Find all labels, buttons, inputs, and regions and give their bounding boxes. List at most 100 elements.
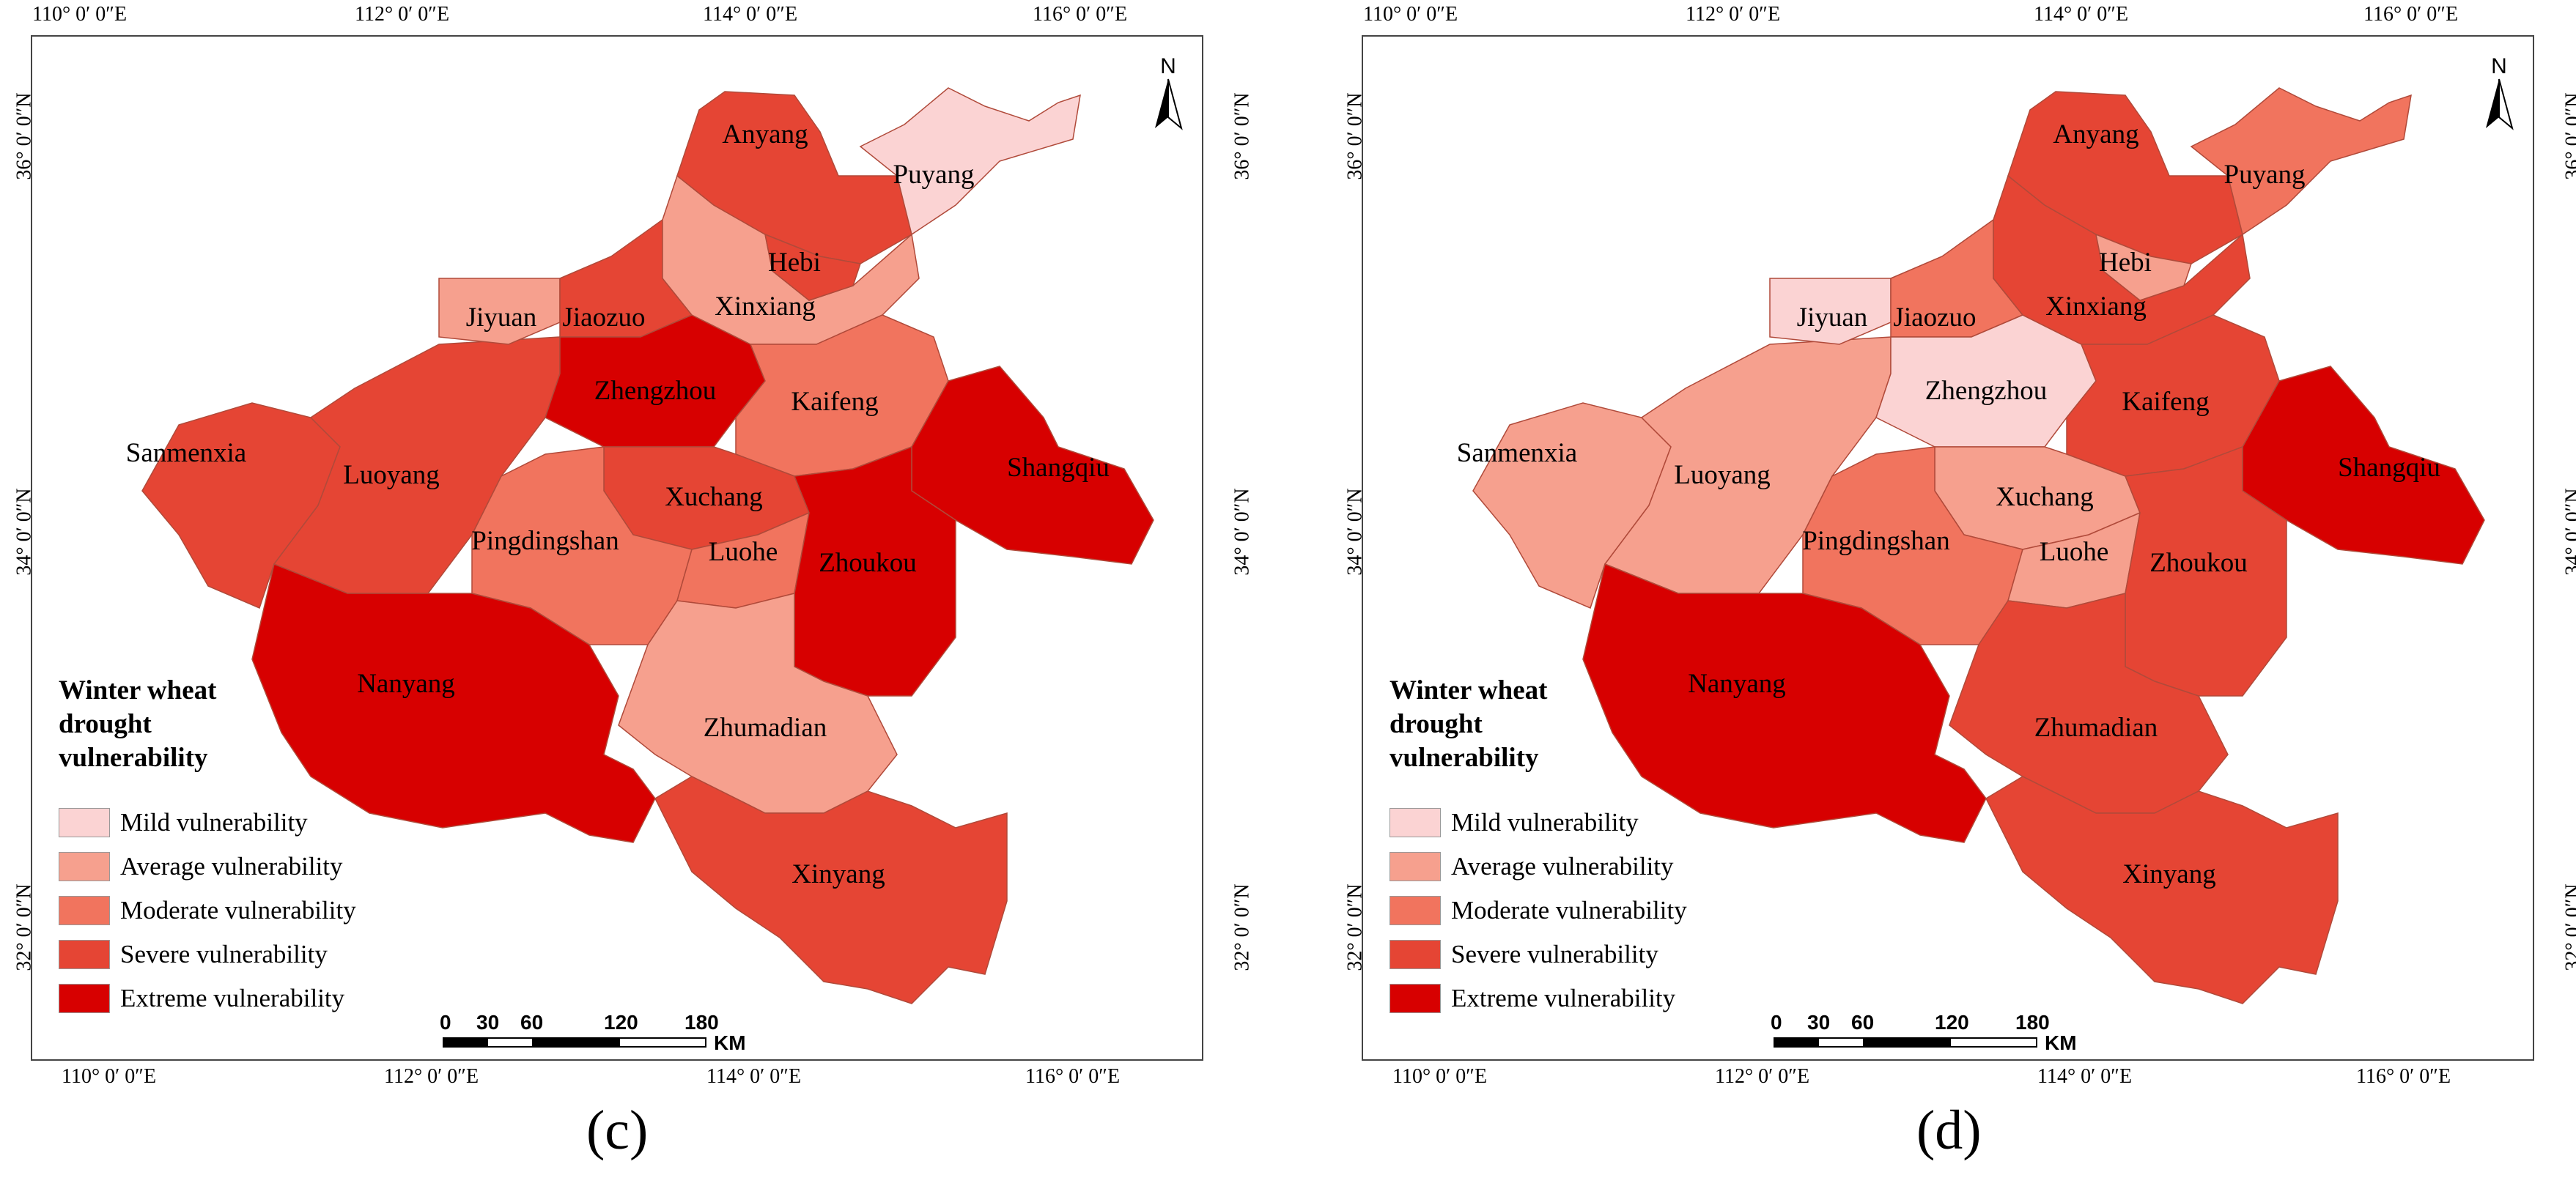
top-lon-label-116: 116° 0′ 0″E bbox=[2363, 3, 2459, 26]
legend-label-moderate: Moderate vulnerability bbox=[120, 896, 356, 924]
region-label-pingdingshan: Pingdingshan bbox=[1802, 526, 1949, 556]
legend-item-moderate: Moderate vulnerability bbox=[1390, 894, 1687, 927]
top-lon-label-112: 112° 0′ 0″E bbox=[355, 3, 450, 26]
top-lon-label-110: 110° 0′ 0″E bbox=[1363, 3, 1458, 26]
legend-item-average: Average vulnerability bbox=[59, 850, 343, 883]
region-xinyang bbox=[654, 776, 1008, 1004]
legend-item-severe: Severe vulnerability bbox=[1390, 938, 1658, 971]
bottom-lon-label-112: 112° 0′ 0″E bbox=[384, 1065, 479, 1088]
region-label-sanmenxia: Sanmenxia bbox=[1457, 438, 1577, 468]
region-label-xinyang: Xinyang bbox=[791, 859, 885, 889]
legend-swatch-severe bbox=[59, 940, 110, 969]
top-lon-label-116: 116° 0′ 0″E bbox=[1033, 3, 1128, 26]
region-label-zhumadian: Zhumadian bbox=[704, 713, 827, 743]
legend-title-line-2: drought bbox=[59, 709, 152, 739]
region-label-kaifeng: Kaifeng bbox=[2122, 387, 2209, 417]
legend-swatch-average bbox=[59, 852, 110, 881]
north-arrow-label: N bbox=[2491, 54, 2507, 78]
region-label-xinyang: Xinyang bbox=[2122, 859, 2215, 889]
scale-track bbox=[443, 1037, 706, 1048]
right-lat-label-36: 36° 0′ 0″N bbox=[2561, 92, 2576, 180]
region-label-jiyuan: Jiyuan bbox=[466, 303, 537, 333]
region-label-puyang: Puyang bbox=[893, 160, 975, 190]
region-label-pingdingshan: Pingdingshan bbox=[471, 526, 619, 556]
legend-item-extreme: Extreme vulnerability bbox=[1390, 982, 1675, 1015]
region-label-jiyuan: Jiyuan bbox=[1797, 303, 1868, 333]
region-label-xinxiang: Xinxiang bbox=[2045, 292, 2147, 322]
scale-tick-30: 30 bbox=[1807, 1011, 1831, 1034]
scale-tick-60: 60 bbox=[1851, 1011, 1875, 1034]
top-lon-label-114: 114° 0′ 0″E bbox=[703, 3, 798, 26]
map-panel-d: 110° 0′ 0″E 112° 0′ 0″E 114° 0′ 0″E 116°… bbox=[1344, 3, 2576, 1088]
legend-title-line-1: Winter wheat bbox=[1390, 675, 1548, 705]
region-label-anyang: Anyang bbox=[722, 119, 808, 149]
legend-swatch-extreme bbox=[59, 984, 110, 1013]
legend-title: Winter wheat drought vulnerability bbox=[1390, 674, 1624, 775]
region-label-luohe: Luohe bbox=[709, 537, 778, 567]
scale-tick-30: 30 bbox=[476, 1011, 500, 1034]
region-label-zhengzhou: Zhengzhou bbox=[1925, 376, 2047, 406]
scale-unit: KM bbox=[714, 1031, 746, 1054]
scale-tick-0: 0 bbox=[440, 1011, 451, 1034]
region-label-zhumadian: Zhumadian bbox=[2034, 713, 2158, 743]
region-label-shangqiu: Shangqiu bbox=[1007, 453, 1110, 483]
scale-tick-180: 180 bbox=[684, 1011, 719, 1034]
legend-label-severe: Severe vulnerability bbox=[120, 940, 328, 968]
region-label-nanyang: Nanyang bbox=[357, 669, 455, 699]
right-lat-label-36: 36° 0′ 0″N bbox=[1230, 92, 1254, 180]
region-label-luoyang: Luoyang bbox=[343, 460, 440, 490]
henan-choropleth: Sanmenxia Luoyang Jiyuan Jiaozuo Zhengzhou Xi… bbox=[126, 87, 1154, 1004]
region-label-xinxiang: Xinxiang bbox=[715, 292, 816, 322]
region-label-shangqiu: Shangqiu bbox=[2338, 453, 2440, 483]
scale-bar: 0 30 60 120 180 KM bbox=[1771, 1011, 2089, 1055]
bottom-lon-label-114: 114° 0′ 0″E bbox=[706, 1065, 802, 1088]
legend-title-line-3: vulnerability bbox=[1390, 743, 1539, 773]
region-zhumadian bbox=[618, 593, 898, 814]
region-label-jiaozuo: Jiaozuo bbox=[562, 303, 645, 333]
region-zhumadian bbox=[1949, 593, 2229, 814]
scale-unit: KM bbox=[2045, 1031, 2077, 1054]
region-label-zhengzhou: Zhengzhou bbox=[594, 376, 716, 406]
map-panel-c: 110° 0′ 0″E 112° 0′ 0″E 114° 0′ 0″E 116°… bbox=[13, 3, 1254, 1088]
region-label-nanyang: Nanyang bbox=[1688, 669, 1786, 699]
region-label-anyang: Anyang bbox=[2053, 119, 2138, 149]
region-label-luohe: Luohe bbox=[2040, 537, 2109, 567]
legend-label-average: Average vulnerability bbox=[120, 852, 343, 881]
region-label-xuchang: Xuchang bbox=[665, 482, 763, 512]
region-hebi bbox=[764, 233, 861, 301]
legend-label-severe: Severe vulnerability bbox=[1451, 940, 1658, 968]
legend-label-extreme: Extreme vulnerability bbox=[120, 984, 345, 1012]
legend-swatch-severe bbox=[1390, 940, 1441, 969]
region-label-sanmenxia: Sanmenxia bbox=[126, 438, 246, 468]
scale-tick-120: 120 bbox=[604, 1011, 638, 1034]
scale-bar: 0 30 60 120 180 KM bbox=[440, 1011, 758, 1055]
legend-label-average: Average vulnerability bbox=[1451, 852, 1674, 881]
region-label-luoyang: Luoyang bbox=[1674, 460, 1771, 490]
legend-label-extreme: Extreme vulnerability bbox=[1451, 984, 1676, 1012]
region-label-jiaozuo: Jiaozuo bbox=[1893, 303, 1976, 333]
bottom-lon-label-116: 116° 0′ 0″E bbox=[2356, 1065, 2451, 1088]
region-hebi bbox=[2095, 233, 2192, 301]
scale-tick-120: 120 bbox=[1935, 1011, 1969, 1034]
legend-swatch-mild bbox=[1390, 808, 1441, 837]
scale-tick-0: 0 bbox=[1771, 1011, 1782, 1034]
region-label-zhoukou: Zhoukou bbox=[819, 548, 917, 578]
legend-title-line-1: Winter wheat bbox=[59, 675, 217, 705]
legend-swatch-mild bbox=[59, 808, 110, 837]
top-lon-label-110: 110° 0′ 0″E bbox=[32, 3, 128, 26]
north-arrow-icon: N bbox=[1155, 54, 1183, 130]
region-xinyang bbox=[1985, 776, 2339, 1004]
legend-swatch-moderate bbox=[1390, 896, 1441, 925]
region-label-xuchang: Xuchang bbox=[1996, 482, 2094, 512]
legend-label-mild: Mild vulnerability bbox=[1451, 808, 1639, 837]
scale-tick-60: 60 bbox=[520, 1011, 544, 1034]
legend-title-line-2: drought bbox=[1390, 709, 1483, 739]
panel-letter-c: (c) bbox=[586, 1100, 649, 1161]
legend-swatch-moderate bbox=[59, 896, 110, 925]
legend-item-severe: Severe vulnerability bbox=[59, 938, 328, 971]
bottom-lon-label-116: 116° 0′ 0″E bbox=[1025, 1065, 1121, 1088]
bottom-lon-label-110: 110° 0′ 0″E bbox=[1392, 1065, 1488, 1088]
legend-label-moderate: Moderate vulnerability bbox=[1451, 896, 1687, 924]
region-label-hebi: Hebi bbox=[768, 248, 821, 278]
region-jiyuan bbox=[1769, 278, 1892, 345]
